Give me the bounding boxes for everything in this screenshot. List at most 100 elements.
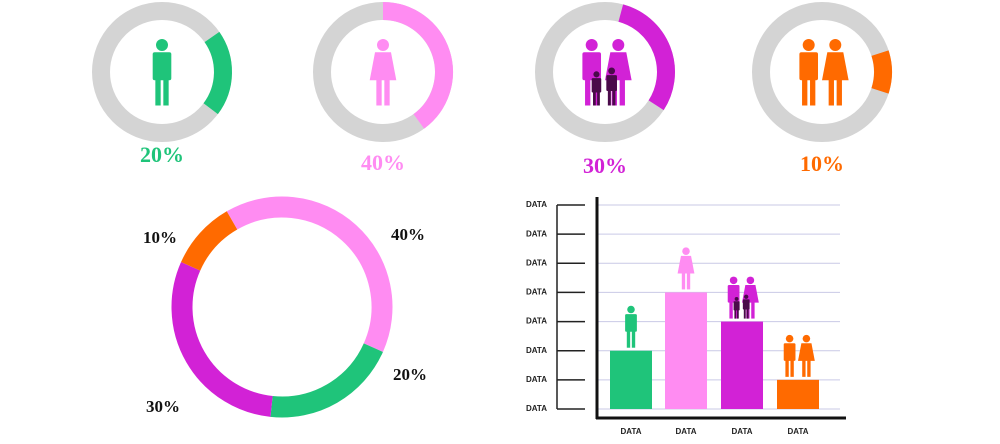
icon-leg [593, 91, 596, 106]
person-icon [799, 39, 819, 106]
person-icon [369, 39, 397, 106]
ring-arc [203, 31, 232, 115]
icon-head [608, 67, 616, 75]
donut-label: 10% [143, 228, 177, 247]
y-tick-label: DATA [526, 404, 547, 413]
icon-head [802, 334, 811, 343]
icon-head [612, 39, 625, 51]
ring-label: 10% [800, 151, 844, 176]
person-icon [733, 296, 740, 319]
icon-head [593, 71, 600, 78]
donut-segment [181, 211, 238, 271]
icon-head [734, 296, 739, 301]
ring-label: 30% [583, 153, 627, 178]
icon-head [156, 39, 168, 51]
icon-body [606, 75, 617, 92]
person-icon [742, 294, 750, 319]
icon-leg [612, 90, 616, 106]
person-icon [625, 305, 637, 348]
icon-leg [807, 360, 811, 377]
icon-leg [734, 309, 737, 319]
icon-head [377, 39, 389, 51]
icon-head [802, 39, 815, 51]
icon-head [682, 247, 690, 255]
person-icon [152, 39, 172, 106]
ring-label: 40% [361, 150, 405, 175]
icon-head [744, 294, 749, 299]
icon-leg [802, 360, 806, 377]
y-tick-label: DATA [526, 346, 547, 355]
y-tick-label: DATA [526, 288, 547, 297]
icon-body [733, 301, 740, 311]
y-tick-label: DATA [526, 258, 547, 267]
icon-leg [746, 308, 749, 319]
ring-arc [618, 4, 675, 111]
x-tick-label: DATA [675, 427, 696, 436]
icon-leg [376, 78, 382, 106]
donut-segment [171, 262, 273, 417]
donut-label: 20% [393, 365, 427, 384]
person-icon [783, 334, 796, 377]
icon-leg [751, 301, 755, 319]
bar [777, 379, 819, 409]
icon-body [625, 314, 637, 332]
y-tick-label: DATA [526, 200, 547, 209]
person-icon [822, 39, 849, 106]
x-tick-label: DATA [731, 427, 752, 436]
icon-leg [802, 78, 808, 106]
icon-body [677, 255, 695, 274]
icon-leg [785, 360, 789, 377]
icon-leg [828, 78, 834, 106]
person-icon [798, 334, 815, 377]
ring-arc [382, 2, 453, 129]
y-tick-label: DATA [526, 375, 547, 384]
icon-body [822, 52, 849, 81]
icon-head [785, 334, 794, 343]
icon-leg [155, 78, 161, 106]
icon-body [799, 52, 819, 81]
icon-leg [607, 90, 611, 106]
icon-leg [729, 301, 733, 319]
icon-leg [626, 330, 631, 348]
icon-body [152, 52, 172, 81]
y-tick-label: DATA [526, 229, 547, 238]
bar [721, 321, 763, 409]
icon-leg [597, 91, 600, 106]
donut-label: 40% [391, 225, 425, 244]
icon-leg [631, 330, 636, 348]
icon-leg [743, 308, 746, 319]
icon-body [783, 343, 796, 361]
icon-leg [384, 78, 390, 106]
person-icon [606, 67, 617, 106]
donut-segment [270, 343, 383, 418]
bar [610, 350, 652, 409]
icon-leg [681, 272, 686, 290]
ring-arc [871, 50, 892, 94]
person-icon [591, 71, 602, 106]
donut-segment [226, 196, 393, 352]
icon-leg [163, 78, 169, 106]
icon-head [585, 39, 598, 51]
icon-body [591, 78, 602, 93]
icon-leg [790, 360, 794, 377]
icon-leg [585, 78, 591, 106]
icon-head [746, 276, 755, 285]
donut-label: 30% [146, 397, 180, 416]
icon-body [742, 299, 750, 310]
y-tick-label: DATA [526, 317, 547, 326]
x-tick-label: DATA [620, 427, 641, 436]
icon-leg [686, 272, 691, 290]
icon-leg [836, 78, 842, 106]
icon-head [729, 276, 738, 285]
icon-body [369, 52, 397, 81]
icon-leg [737, 309, 739, 319]
icon-body [798, 343, 815, 361]
ring-label: 20% [140, 142, 184, 167]
bar [665, 292, 707, 409]
x-tick-label: DATA [787, 427, 808, 436]
icon-head [627, 305, 635, 314]
icon-head [829, 39, 842, 51]
ring-track [752, 2, 892, 142]
